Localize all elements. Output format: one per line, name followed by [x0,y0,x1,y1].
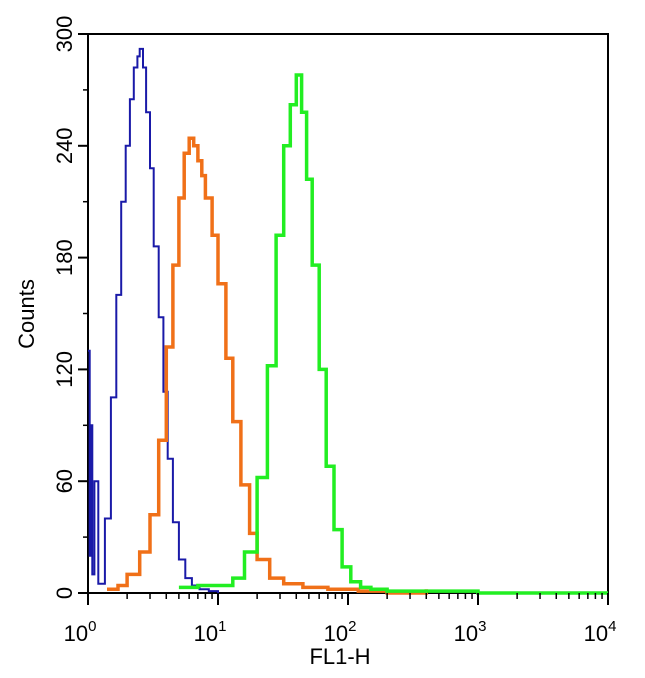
histogram-curve-1 [88,47,219,593]
x-tick-label: 103 [454,618,487,646]
y-tick-label: 60 [52,469,77,493]
y-axis-title: Counts [14,279,39,349]
y-tick-label: 0 [52,587,77,599]
x-tick-label: 100 [64,618,97,646]
x-tick-exponent: 0 [88,618,96,635]
x-tick-base: 10 [324,621,348,646]
x-tick-exponent: 1 [218,618,226,635]
x-axis: 100 101 102 103 104 [64,593,617,646]
y-tick-label: 240 [52,127,77,164]
x-axis-title: FL1-H [309,644,370,669]
x-tick-base: 10 [194,621,218,646]
y-axis: 0 60 120 180 240 300 [52,16,88,599]
y-tick-label: 120 [52,351,77,388]
histogram-curve-2 [107,136,429,595]
x-tick-label: 101 [194,618,227,646]
x-tick-exponent: 3 [478,618,486,635]
x-tick-base: 10 [64,621,88,646]
x-tick-exponent: 2 [348,618,356,635]
x-tick-label: 102 [324,618,357,646]
x-tick-label: 104 [584,618,617,646]
x-tick-exponent: 4 [608,618,616,635]
y-tick-label: 180 [52,239,77,276]
x-tick-base: 10 [584,621,608,646]
histogram-curve-3 [178,73,608,595]
curve-layer [88,47,608,595]
y-tick-label: 300 [52,16,77,53]
x-tick-base: 10 [454,621,478,646]
plot-frame [87,33,609,594]
